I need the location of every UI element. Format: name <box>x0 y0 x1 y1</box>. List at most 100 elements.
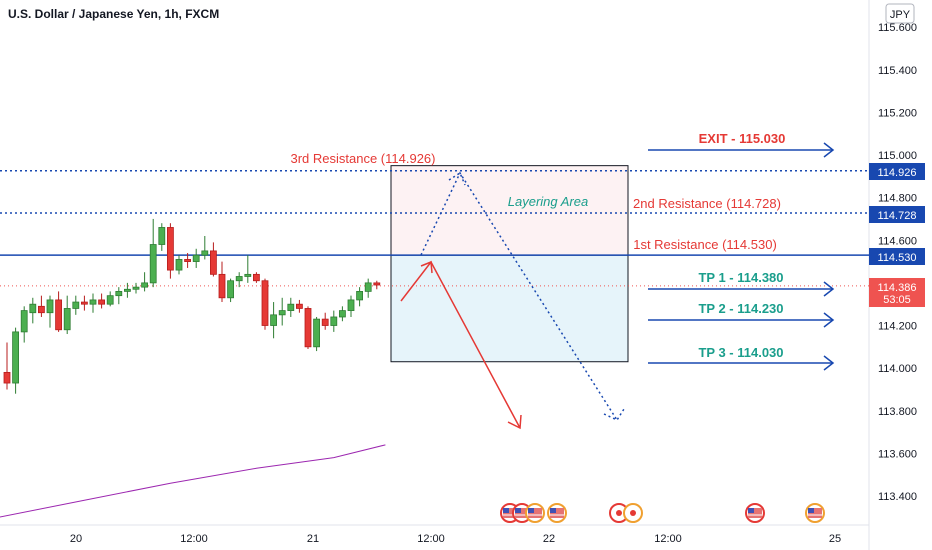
candle[interactable] <box>347 295 355 317</box>
price-tick-label: 115.600 <box>878 22 917 34</box>
candle[interactable] <box>124 282 131 298</box>
candle[interactable] <box>295 299 303 313</box>
candle-countdown: 53:05 <box>883 294 911 306</box>
candle[interactable] <box>132 282 140 294</box>
candle[interactable] <box>98 293 105 309</box>
candle[interactable] <box>209 242 217 277</box>
us-flag-icon[interactable] <box>805 503 825 523</box>
candle[interactable] <box>287 297 295 317</box>
candle[interactable] <box>330 310 338 332</box>
us-flag-icon[interactable] <box>547 503 567 523</box>
time-tick-label: 25 <box>829 533 841 545</box>
candle[interactable] <box>89 293 97 313</box>
candle[interactable] <box>149 218 157 288</box>
resistance-1-price-tag: 114.530 <box>869 248 925 265</box>
us-flag-icon[interactable] <box>525 503 545 523</box>
candle[interactable] <box>338 306 346 322</box>
tp1-arrow[interactable] <box>648 281 835 297</box>
svg-text:114.926: 114.926 <box>878 167 917 179</box>
tp1-label: TP 1 - 114.380 <box>698 270 783 285</box>
resistance-1-label: 1st Resistance (114.530) <box>633 237 777 252</box>
layering-area-zone[interactable] <box>390 165 629 256</box>
candle[interactable] <box>141 272 149 292</box>
candle[interactable] <box>3 342 11 390</box>
candle[interactable] <box>72 295 80 315</box>
candle[interactable] <box>244 255 252 283</box>
candle[interactable] <box>252 272 260 283</box>
candle[interactable] <box>321 312 329 330</box>
price-tick-label: 115.200 <box>878 107 917 119</box>
current-price-tag: 114.386 53:05 <box>869 278 925 307</box>
time-tick-label: 22 <box>543 533 555 545</box>
candle[interactable] <box>106 291 114 307</box>
price-tick-label: 113.800 <box>878 406 917 418</box>
price-tick-label: 114.600 <box>878 235 917 247</box>
tp2-label: TP 2 - 114.230 <box>698 301 783 316</box>
candle[interactable] <box>55 291 62 332</box>
price-tick-label: 114.000 <box>878 363 917 375</box>
candle[interactable] <box>278 297 286 326</box>
candle[interactable] <box>218 261 226 303</box>
japan-flag-icon[interactable] <box>623 503 643 523</box>
candle[interactable] <box>20 306 28 343</box>
tp3-label: TP 3 - 114.030 <box>698 345 783 360</box>
price-tick-label: 114.200 <box>878 321 917 333</box>
candle[interactable] <box>29 297 37 324</box>
time-tick-label: 12:00 <box>654 533 682 545</box>
candle[interactable] <box>261 278 269 330</box>
target-zone[interactable] <box>390 254 629 363</box>
currency-label: JPY <box>890 9 911 21</box>
tp2-arrow[interactable] <box>648 312 835 328</box>
candle[interactable] <box>270 302 278 339</box>
candle[interactable] <box>81 295 88 311</box>
time-tick-label: 20 <box>70 533 82 545</box>
projected-path-arrow[interactable] <box>420 171 625 421</box>
resistance-2-price-tag: 114.728 <box>869 206 925 223</box>
candle[interactable] <box>46 295 54 328</box>
candle[interactable] <box>313 316 321 352</box>
candle[interactable] <box>304 306 312 349</box>
time-tick-label: 12:00 <box>180 533 208 545</box>
price-tick-label: 115.400 <box>878 65 917 77</box>
candle[interactable] <box>166 223 174 279</box>
candle[interactable] <box>12 327 20 394</box>
time-tick-label: 21 <box>307 533 319 545</box>
candle[interactable] <box>63 295 71 335</box>
svg-text:114.728: 114.728 <box>878 210 917 222</box>
candle[interactable] <box>175 255 183 275</box>
candle[interactable] <box>192 248 200 268</box>
svg-text:114.530: 114.530 <box>878 252 917 264</box>
time-tick-label: 12:00 <box>417 533 445 545</box>
price-axis[interactable]: 115.600 115.400 115.200 115.000 114.800 114.6… <box>878 22 917 503</box>
time-axis[interactable]: 20 12:00 21 12:00 22 12:00 25 <box>70 533 841 545</box>
price-tick-label: 113.400 <box>878 491 917 503</box>
candle[interactable] <box>115 287 123 305</box>
exit-label: EXIT - 115.030 <box>699 131 786 146</box>
candles[interactable] <box>3 218 381 394</box>
bearish-path-arrow[interactable] <box>400 260 522 430</box>
price-tick-label: 115.000 <box>878 150 917 162</box>
price-tick-label: 113.600 <box>878 448 917 460</box>
candle[interactable] <box>158 223 166 251</box>
candle[interactable] <box>184 253 192 268</box>
tp3-arrow[interactable] <box>648 355 835 371</box>
resistance-3-label: 3rd Resistance (114.926) <box>290 151 435 166</box>
layering-area-label: Layering Area <box>508 194 588 209</box>
price-tick-label: 114.800 <box>878 193 917 205</box>
candle[interactable] <box>364 278 372 298</box>
candle[interactable] <box>356 287 364 307</box>
exit-arrow[interactable] <box>648 142 835 158</box>
us-flag-icon[interactable] <box>745 503 765 523</box>
resistance-3-price-tag: 114.926 <box>869 163 925 180</box>
economic-events[interactable] <box>500 503 825 523</box>
resistance-2-label: 2nd Resistance (114.728) <box>633 196 781 211</box>
candle[interactable] <box>235 272 243 288</box>
candle[interactable] <box>227 278 235 303</box>
moving-average-line[interactable] <box>0 444 386 518</box>
candle[interactable] <box>373 280 381 290</box>
currency-badge[interactable] <box>885 3 915 24</box>
candle[interactable] <box>38 295 45 317</box>
candle[interactable] <box>201 235 209 260</box>
svg-text:114.386: 114.386 <box>878 282 917 294</box>
